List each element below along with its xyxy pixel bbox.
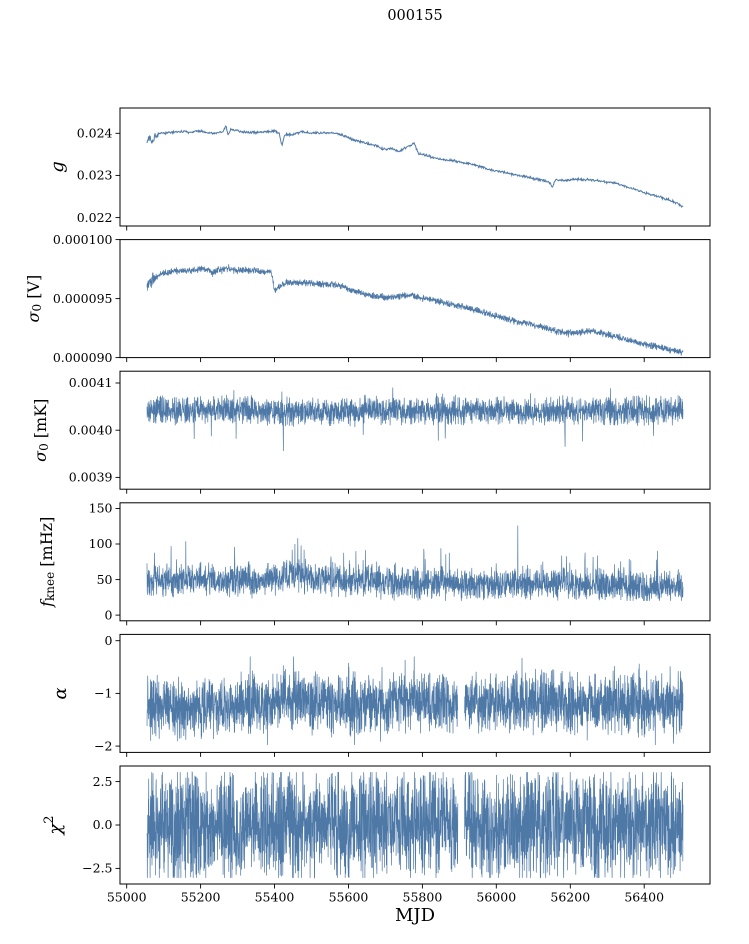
x-tick-label: 55000 bbox=[107, 890, 147, 905]
y-tick-label: 0 bbox=[105, 633, 113, 648]
x-tick-label: 55200 bbox=[181, 890, 221, 905]
panel-sigma0_V: 0.000100 0.000095 0.000090 σ0 [V] bbox=[24, 232, 711, 365]
y-tick-label: 0.0039 bbox=[69, 470, 113, 485]
y-tick-label: 0.000095 bbox=[53, 291, 113, 306]
y-tick-label: 0.0 bbox=[93, 817, 113, 832]
axes-frame bbox=[119, 107, 711, 227]
y-tick-label: −2.5 bbox=[82, 861, 112, 876]
x-axis-label: MJD bbox=[394, 905, 436, 926]
y-tick-label: −1 bbox=[94, 686, 112, 701]
y-axis-label: σ0 [V] bbox=[24, 275, 45, 323]
panel-f_knee: 150 100 50 0 fknee [mHz] bbox=[37, 501, 711, 626]
y-tick-label: −2 bbox=[94, 738, 112, 753]
y-tick-label: 50 bbox=[97, 572, 113, 587]
x-tick-label: 56200 bbox=[550, 890, 590, 905]
x-tick-label: 56000 bbox=[476, 890, 516, 905]
y-tick-label: 0.000100 bbox=[53, 232, 113, 247]
panel-g: 0.024 0.023 0.022 g bbox=[47, 107, 711, 231]
y-axis-label: g bbox=[47, 161, 68, 173]
x-tick-label: 55800 bbox=[403, 890, 443, 905]
axes-frame bbox=[119, 502, 711, 622]
y-tick-label: 2.5 bbox=[93, 774, 113, 789]
series-sigma0_V bbox=[146, 264, 684, 356]
panel-sigma0_mK: 0.0041 0.0040 0.0039 σ0 [mK] bbox=[31, 370, 711, 494]
y-tick-label: 0.023 bbox=[77, 168, 113, 183]
y-axis-label: fknee [mHz] bbox=[37, 517, 58, 608]
y-axis-label: χ2 bbox=[42, 815, 66, 836]
series-f_knee bbox=[146, 525, 684, 601]
y-axis-label: α bbox=[50, 687, 71, 699]
y-axis-label: σ0 [mK] bbox=[31, 399, 52, 462]
series-sigma0_mK bbox=[146, 387, 684, 452]
y-tick-label: 0 bbox=[105, 607, 113, 622]
y-tick-label: 100 bbox=[89, 536, 113, 551]
x-tick-label: 55600 bbox=[329, 890, 369, 905]
y-tick-label: 0.0040 bbox=[69, 422, 113, 437]
y-tick-label: 0.024 bbox=[77, 126, 113, 141]
y-tick-label: 0.022 bbox=[77, 210, 113, 225]
x-tick-label: 56400 bbox=[624, 890, 664, 905]
series-g bbox=[146, 125, 684, 209]
series-chi2 bbox=[146, 771, 684, 879]
y-tick-label: 0.0041 bbox=[69, 375, 113, 390]
panel-alpha: 0 −1 −2 α bbox=[50, 633, 711, 757]
series-alpha bbox=[146, 656, 684, 746]
y-tick-label: 150 bbox=[89, 501, 113, 516]
panel-chi2: 2.5 0.0 −2.5 55000 55200 55400 55600 55800 56000… bbox=[42, 765, 711, 905]
figure-title: 000155 bbox=[387, 8, 443, 24]
y-tick-label: 0.000090 bbox=[53, 350, 113, 365]
axes-frame bbox=[119, 370, 711, 490]
x-tick-label: 55400 bbox=[255, 890, 295, 905]
